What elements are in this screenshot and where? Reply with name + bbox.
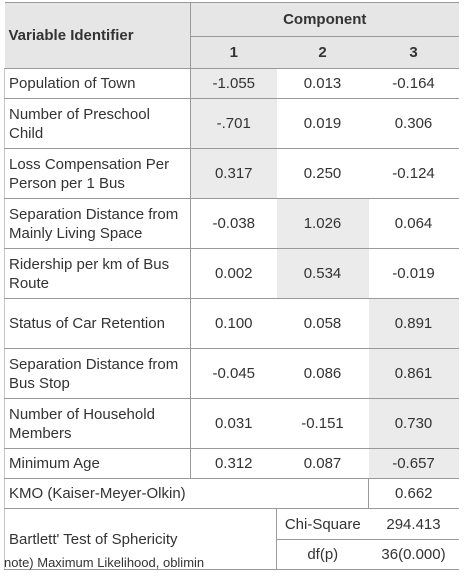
cell-value: 0.031 [190, 398, 277, 449]
row-label: Loss Compensation Per Person per 1 Bus [4, 148, 191, 199]
cell-value: -0.038 [190, 198, 277, 249]
data-row: Separation Distance from Bus Stop -0.045 0… [4, 348, 459, 399]
cell-value: -.701 [190, 98, 277, 149]
cell-value: 0.534 [276, 248, 369, 299]
chi-label: Chi-Square [276, 508, 369, 540]
cell-value: 0.100 [190, 298, 277, 349]
column-header: 1 [190, 36, 277, 69]
data-row: Loss Compensation Per Person per 1 Bus 0.… [4, 148, 459, 199]
cell-value: 0.730 [368, 398, 459, 449]
cell-value: 0.312 [190, 448, 277, 479]
row-label: Ridership per km of Bus Route [4, 248, 191, 299]
cell-value: 0.087 [276, 448, 369, 479]
cell-value: 0.019 [276, 98, 369, 149]
cell-value: -0.151 [276, 398, 369, 449]
df-value: 36(0.000) [368, 539, 459, 570]
row-label: Number of Household Members [4, 398, 191, 449]
cell-value: 0.317 [190, 148, 277, 199]
cell-value: 0.861 [368, 348, 459, 399]
cell-value: 0.891 [368, 298, 459, 349]
cell-value: 0.306 [368, 98, 459, 149]
data-row: Ridership per km of Bus Route 0.002 0.534-… [4, 248, 459, 299]
component-header: Component [190, 2, 459, 37]
cell-value: 0.064 [368, 198, 459, 249]
cell-value: 0.058 [276, 298, 369, 349]
cell-value: -0.045 [190, 348, 277, 399]
row-label: Number of Preschool Child [4, 98, 191, 149]
cell-value: -0.164 [368, 68, 459, 99]
note: note) Maximum Likelihood, oblimin [4, 555, 205, 570]
cell-value: -0.657 [368, 448, 459, 479]
factor-table: Variable Identifier Component 1 2 3 Populatio… [4, 2, 459, 570]
bartlett-row: Bartlett' Test of Sphericity Chi-Square 29… [4, 508, 459, 570]
column-header: 3 [368, 36, 459, 69]
row-label: Separation Distance from Mainly Living S… [4, 198, 191, 249]
data-row: Number of Household Members 0.031 -0.151 0.… [4, 398, 459, 449]
row-label: Status of Car Retention [4, 298, 191, 349]
chi-value: 294.413 [368, 508, 459, 540]
data-row: Minimum Age 0.312 0.087 -0.657 [4, 448, 459, 479]
cell-value: 0.086 [276, 348, 369, 399]
df-label: df(p) [276, 539, 369, 570]
kmo-value: 0.662 [368, 478, 459, 509]
bartlett-label: Bartlett' Test of Sphericity [4, 508, 277, 570]
column-header: 2 [276, 36, 369, 69]
cell-value: -0.124 [368, 148, 459, 199]
data-row: Number of Preschool Child -.701 0.019 0.306 [4, 98, 459, 149]
kmo-row: KMO (Kaiser-Meyer-Olkin) 0.662 [4, 478, 459, 509]
data-row: Status of Car Retention 0.100 0.058 0.891 [4, 298, 459, 349]
variable-header: Variable Identifier [4, 2, 191, 69]
data-row: Separation Distance from Mainly Living S… [4, 198, 459, 249]
row-label: Separation Distance from Bus Stop [4, 348, 191, 399]
cell-value: 0.013 [276, 68, 369, 99]
cell-value: 0.250 [276, 148, 369, 199]
row-label: Population of Town [4, 68, 191, 99]
bartlett-row: df(p) 36(0.000) [5, 539, 459, 570]
cell-value: -1.055 [190, 68, 277, 99]
header-row: Variable Identifier Component [4, 2, 459, 69]
cell-value: -0.019 [368, 248, 459, 299]
cell-value: 1.026 [276, 198, 369, 249]
cell-value: 0.002 [190, 248, 277, 299]
kmo-label: KMO (Kaiser-Meyer-Olkin) [4, 478, 369, 509]
row-label: Minimum Age [4, 448, 191, 479]
data-row: Population of Town -1.055 0.013 -0.164 [4, 68, 459, 99]
